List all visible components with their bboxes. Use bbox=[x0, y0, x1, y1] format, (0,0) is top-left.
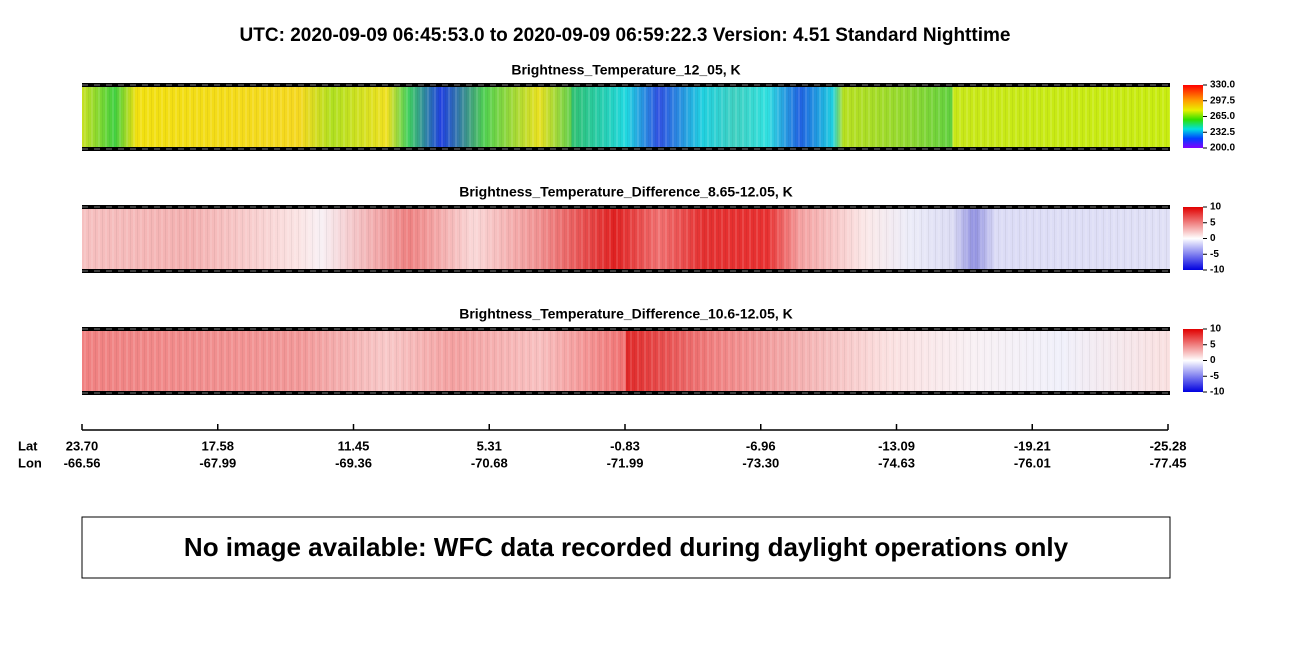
colorbar bbox=[1183, 329, 1203, 392]
lat-tick-label: 5.31 bbox=[477, 438, 502, 453]
notice-box bbox=[81, 516, 1171, 579]
axis: Lat Lon bbox=[18, 429, 1168, 470]
colorbar-tick-label: 0 bbox=[1210, 233, 1216, 244]
lon-tick-label: -76.01 bbox=[1014, 455, 1051, 470]
strip-texture bbox=[82, 206, 1170, 272]
colorbar bbox=[1183, 207, 1203, 270]
title: UTC: 2020-09-09 06:45:53.0 to 2020-09-09… bbox=[240, 25, 1011, 46]
panel-title: Brightness_Temperature_12_05, K bbox=[511, 62, 740, 78]
lat-tick-label: -19.21 bbox=[1014, 438, 1051, 453]
panel-title: Brightness_Temperature_Difference_8.65-1… bbox=[459, 184, 793, 200]
colorbar-tick-label: 330.0 bbox=[1210, 80, 1235, 91]
colorbar-tick-label: 232.5 bbox=[1210, 127, 1235, 138]
colorbar-tick-label: 200.0 bbox=[1210, 143, 1235, 154]
colorbar-tick-label: -5 bbox=[1210, 371, 1219, 382]
lon-tick-label: -70.68 bbox=[471, 455, 508, 470]
colorbar-tick-label: 5 bbox=[1210, 339, 1216, 350]
lon-tick-label: -71.99 bbox=[607, 455, 644, 470]
colorbar-tick-label: 0 bbox=[1210, 355, 1216, 366]
colorbar-tick-label: 297.5 bbox=[1210, 95, 1235, 106]
notice: No image available: WFC data recorded du… bbox=[184, 532, 1069, 562]
colorbar-tick-label: -10 bbox=[1210, 265, 1225, 276]
lon-tick-label: -77.45 bbox=[1150, 455, 1187, 470]
lat-tick-label: 17.58 bbox=[201, 438, 234, 453]
lon-tick-label: -66.56 bbox=[64, 455, 101, 470]
colorbar-tick-label: 265.0 bbox=[1210, 111, 1235, 122]
lat-tick-label: -6.96 bbox=[746, 438, 776, 453]
colorbar-tick-label: -5 bbox=[1210, 249, 1219, 260]
lon-tick-label: -69.36 bbox=[335, 455, 372, 470]
lon-tick-label: -67.99 bbox=[199, 455, 236, 470]
lat-tick-label: -0.83 bbox=[610, 438, 640, 453]
lon-label: Lon bbox=[18, 455, 42, 470]
lat-tick-label: 11.45 bbox=[338, 438, 370, 453]
strip-texture bbox=[82, 84, 1170, 150]
colorbar-tick-label: 5 bbox=[1210, 217, 1216, 228]
colorbar bbox=[1183, 85, 1203, 148]
colorbar-tick-label: -10 bbox=[1210, 387, 1225, 398]
lat-tick-label: 23.70 bbox=[66, 438, 99, 453]
lon-tick-label: -73.30 bbox=[742, 455, 779, 470]
panels: Brightness_Temperature_12_05, K 330.0 297.… bbox=[82, 62, 1235, 398]
axis-ticks: 23.70 -66.56 17.58 -67.99 11.45 -69.36 5.31 -70… bbox=[64, 424, 1187, 470]
colorbar-tick-label: 10 bbox=[1210, 324, 1222, 335]
lat-tick-label: -13.09 bbox=[878, 438, 915, 453]
strip-texture bbox=[82, 328, 1170, 394]
lon-tick-label: -74.63 bbox=[878, 455, 915, 470]
lat-tick-label: -25.28 bbox=[1150, 438, 1187, 453]
panel-title: Brightness_Temperature_Difference_10.6-1… bbox=[459, 306, 793, 322]
lat-label: Lat bbox=[18, 438, 38, 453]
colorbar-tick-label: 10 bbox=[1210, 202, 1222, 213]
